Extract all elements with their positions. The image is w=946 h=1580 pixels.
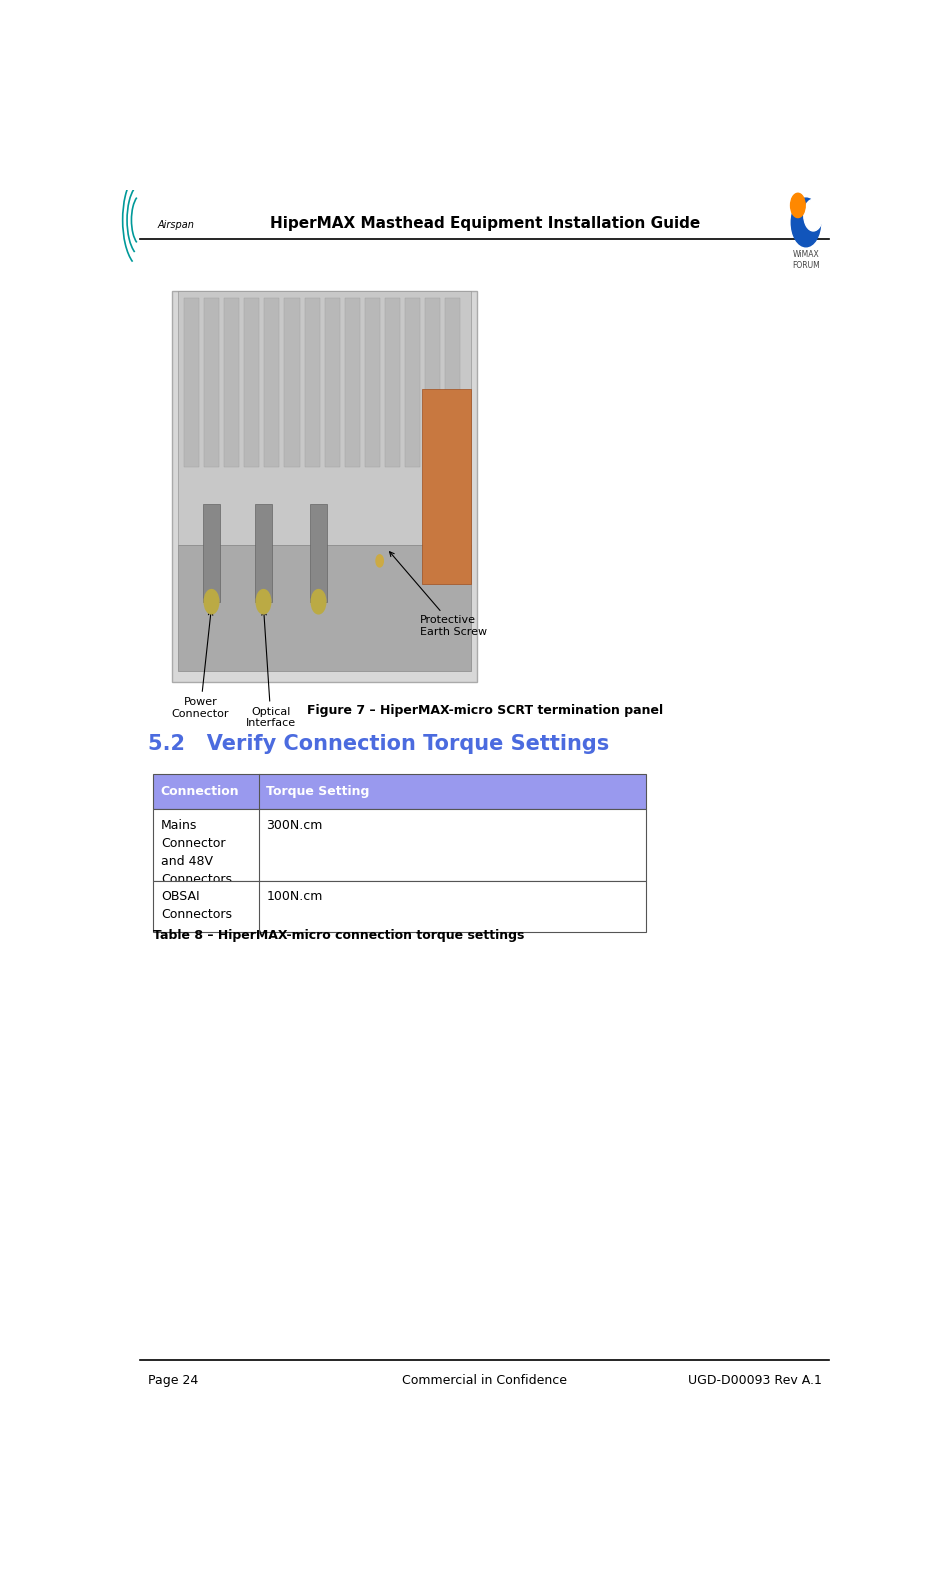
Bar <box>309 504 327 602</box>
Bar <box>305 299 320 466</box>
Bar <box>446 299 461 466</box>
Circle shape <box>791 198 820 246</box>
Bar <box>385 299 400 466</box>
Bar <box>172 291 478 683</box>
Bar <box>202 504 220 602</box>
Text: HiperMAX Masthead Equipment Installation Guide: HiperMAX Masthead Equipment Installation… <box>270 216 700 231</box>
Bar <box>224 299 239 466</box>
Text: Optical
Interface: Optical Interface <box>246 610 296 728</box>
Bar <box>254 504 272 602</box>
Circle shape <box>791 193 805 218</box>
Bar <box>365 299 380 466</box>
Bar <box>244 299 259 466</box>
Bar <box>425 299 440 466</box>
Bar <box>153 880 646 932</box>
Text: UGD-D00093 Rev A.1: UGD-D00093 Rev A.1 <box>688 1375 822 1387</box>
Bar <box>153 809 646 880</box>
Text: Commercial in Confidence: Commercial in Confidence <box>402 1375 568 1387</box>
Circle shape <box>371 547 389 575</box>
Circle shape <box>204 589 219 615</box>
Bar <box>204 299 219 466</box>
Bar <box>324 299 340 466</box>
Text: 300N.cm: 300N.cm <box>267 818 323 831</box>
Text: Page 24: Page 24 <box>148 1375 198 1387</box>
Circle shape <box>376 555 383 567</box>
Bar <box>344 299 359 466</box>
Bar <box>178 545 471 670</box>
Bar <box>405 299 420 466</box>
Bar <box>178 291 471 545</box>
Text: WiMAX
FORUM: WiMAX FORUM <box>792 250 820 270</box>
Bar <box>423 389 471 585</box>
Text: Figure 7 – HiperMAX-micro SCRT termination panel: Figure 7 – HiperMAX-micro SCRT terminati… <box>307 703 663 717</box>
Text: Airspan: Airspan <box>158 220 195 229</box>
Bar <box>285 299 300 466</box>
Text: OBSAI
Connectors: OBSAI Connectors <box>161 891 232 921</box>
Bar <box>153 774 646 809</box>
Bar <box>264 299 279 466</box>
Text: Protective
Earth Screw: Protective Earth Screw <box>390 551 487 637</box>
Bar <box>184 299 199 466</box>
Circle shape <box>256 589 271 615</box>
Text: 5.2   Verify Connection Torque Settings: 5.2 Verify Connection Torque Settings <box>148 735 609 754</box>
Circle shape <box>311 589 325 615</box>
Text: Torque Setting: Torque Setting <box>267 785 370 798</box>
Text: Connection: Connection <box>161 785 239 798</box>
Circle shape <box>804 199 823 231</box>
Text: Power
Connector: Power Connector <box>172 610 229 719</box>
Text: Table 8 – HiperMAX-micro connection torque settings: Table 8 – HiperMAX-micro connection torq… <box>153 929 525 942</box>
Text: Mains
Connector
and 48V
Connectors: Mains Connector and 48V Connectors <box>161 818 232 885</box>
Text: 100N.cm: 100N.cm <box>267 891 323 904</box>
